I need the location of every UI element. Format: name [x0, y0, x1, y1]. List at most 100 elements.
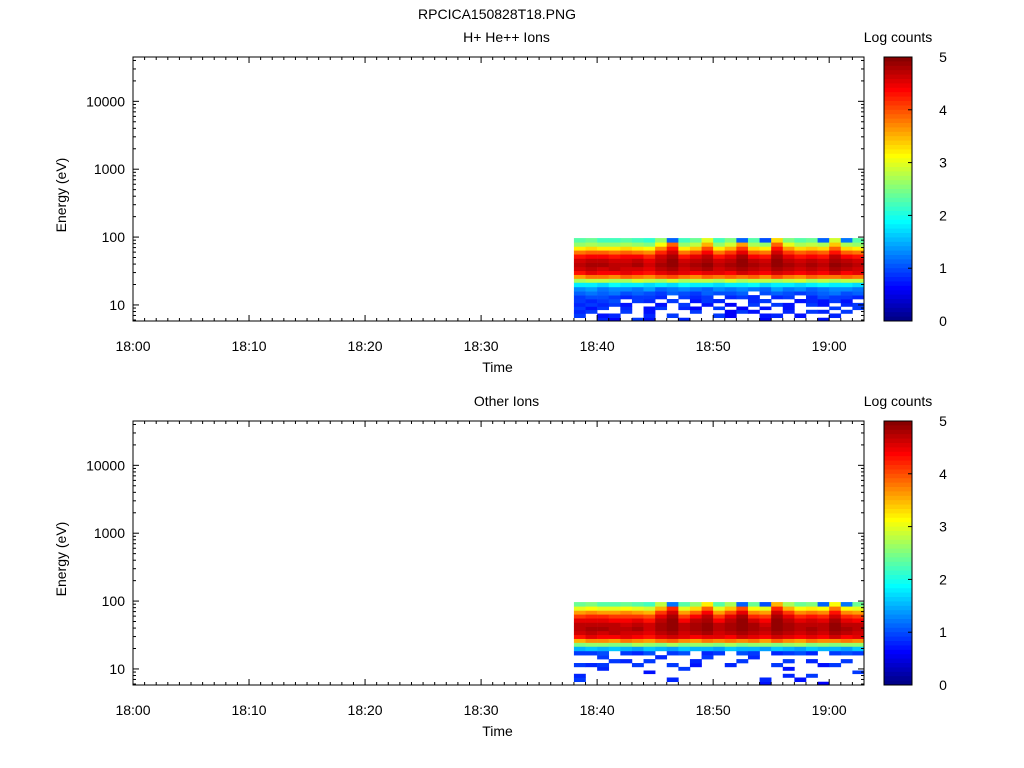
heatmap-cell	[817, 610, 830, 615]
heatmap-cell	[794, 634, 807, 639]
heatmap-cell	[771, 254, 784, 259]
heatmap-cell	[817, 634, 830, 639]
heatmap-cell	[701, 610, 714, 615]
heatmap-cell	[724, 614, 737, 619]
heatmap-cell	[689, 299, 702, 304]
heatmap-cell	[736, 282, 749, 288]
colorbar-tick-label: 0	[939, 313, 947, 329]
colorbar-segment	[884, 676, 912, 682]
heatmap-cell	[678, 602, 691, 607]
colorbar-segment	[884, 114, 912, 120]
heatmap-cell	[747, 246, 760, 251]
heatmap-cell	[771, 663, 784, 668]
heatmap-cells	[573, 602, 865, 686]
heatmap-cell	[852, 291, 865, 296]
heatmap-cell	[631, 317, 644, 322]
heatmap-cell	[631, 266, 644, 272]
heatmap-cell	[771, 302, 784, 307]
heatmap-cell	[852, 282, 865, 288]
heatmap-cell	[597, 317, 610, 322]
heatmap-cell	[829, 610, 842, 615]
heatmap-cell	[620, 242, 633, 247]
heatmap-cell	[724, 291, 737, 296]
heatmap-cell	[759, 291, 772, 296]
heatmap-cell	[852, 630, 865, 636]
colorbar-segment	[884, 219, 912, 225]
colorbar-tick-label: 5	[939, 49, 947, 65]
colorbar-frame	[883, 420, 913, 686]
colorbar-segment	[884, 206, 912, 212]
heatmap-cell	[701, 282, 714, 288]
heatmap-cell	[585, 614, 598, 619]
heatmap-cell	[608, 626, 621, 632]
heatmap-cell	[736, 254, 749, 259]
heatmap-cell	[620, 282, 633, 288]
heatmap-cell	[573, 626, 586, 632]
heatmap-cell	[655, 274, 668, 279]
heatmap-cell	[840, 278, 853, 283]
heatmap-cell	[747, 642, 760, 647]
heatmap-cell	[852, 270, 865, 275]
heatmap-cell	[608, 291, 621, 296]
heatmap-cell	[840, 650, 853, 656]
plot-frame	[132, 420, 865, 686]
heatmap-cell	[771, 622, 784, 628]
heatmap-cell	[655, 634, 668, 639]
heatmap-cell	[829, 278, 842, 283]
colorbar-segment	[884, 526, 912, 532]
heatmap-cell	[678, 622, 691, 628]
heatmap-cell	[573, 646, 586, 652]
y-tick-label: 1000	[94, 161, 125, 177]
heatmap-cell	[573, 295, 586, 300]
heatmap-cell	[724, 663, 737, 668]
colorbar-segment	[884, 79, 912, 84]
colorbar-segment	[884, 509, 912, 514]
heatmap-cell	[620, 262, 633, 268]
heatmap-cell	[701, 238, 714, 243]
heatmap-cell	[620, 630, 633, 636]
heatmap-cell	[771, 313, 784, 319]
heatmap-cell	[794, 286, 807, 292]
heatmap-cell	[852, 614, 865, 619]
heatmap-cell	[805, 266, 818, 272]
heatmap-cell	[689, 626, 702, 632]
heatmap-cell	[817, 638, 830, 643]
heatmap-cell	[597, 666, 610, 671]
heatmap-cell	[643, 317, 656, 322]
heatmap-cell	[747, 258, 760, 264]
heatmap-cell	[782, 622, 795, 628]
colorbar-segment	[884, 241, 912, 247]
heatmap-cell	[713, 274, 726, 279]
y-tick-label: 10000	[86, 457, 125, 473]
heatmap-cell	[840, 258, 853, 264]
heatmap-cell	[724, 622, 737, 628]
heatmap-cell	[701, 634, 714, 639]
heatmap-cell	[631, 618, 644, 623]
heatmap-cell	[689, 286, 702, 292]
heatmap-cell	[771, 282, 784, 288]
heatmap-cell	[666, 634, 679, 639]
heatmap-cell	[631, 286, 644, 292]
heatmap-cell	[573, 266, 586, 272]
colorbar-segment	[884, 285, 912, 291]
heatmap-cell	[852, 266, 865, 272]
heatmap-cell	[840, 642, 853, 647]
heatmap-cell	[840, 618, 853, 623]
heatmap-cell	[805, 282, 818, 288]
heatmap-cell	[620, 291, 633, 296]
heatmap-cell	[655, 630, 668, 636]
heatmap-cell	[840, 242, 853, 247]
heatmap-cell	[852, 278, 865, 283]
heatmap-cell	[817, 618, 830, 623]
heatmap-cell	[805, 659, 818, 664]
heatmap-cell	[724, 274, 737, 279]
heatmap-cell	[597, 663, 610, 668]
panel-title: H+ He++ Ions	[463, 29, 550, 45]
heatmap-cell	[631, 246, 644, 251]
heatmap-cell	[597, 291, 610, 296]
heatmap-cell	[782, 673, 795, 678]
heatmap-cell	[689, 250, 702, 255]
heatmap-cell	[689, 282, 702, 288]
heatmap-cell	[736, 250, 749, 255]
